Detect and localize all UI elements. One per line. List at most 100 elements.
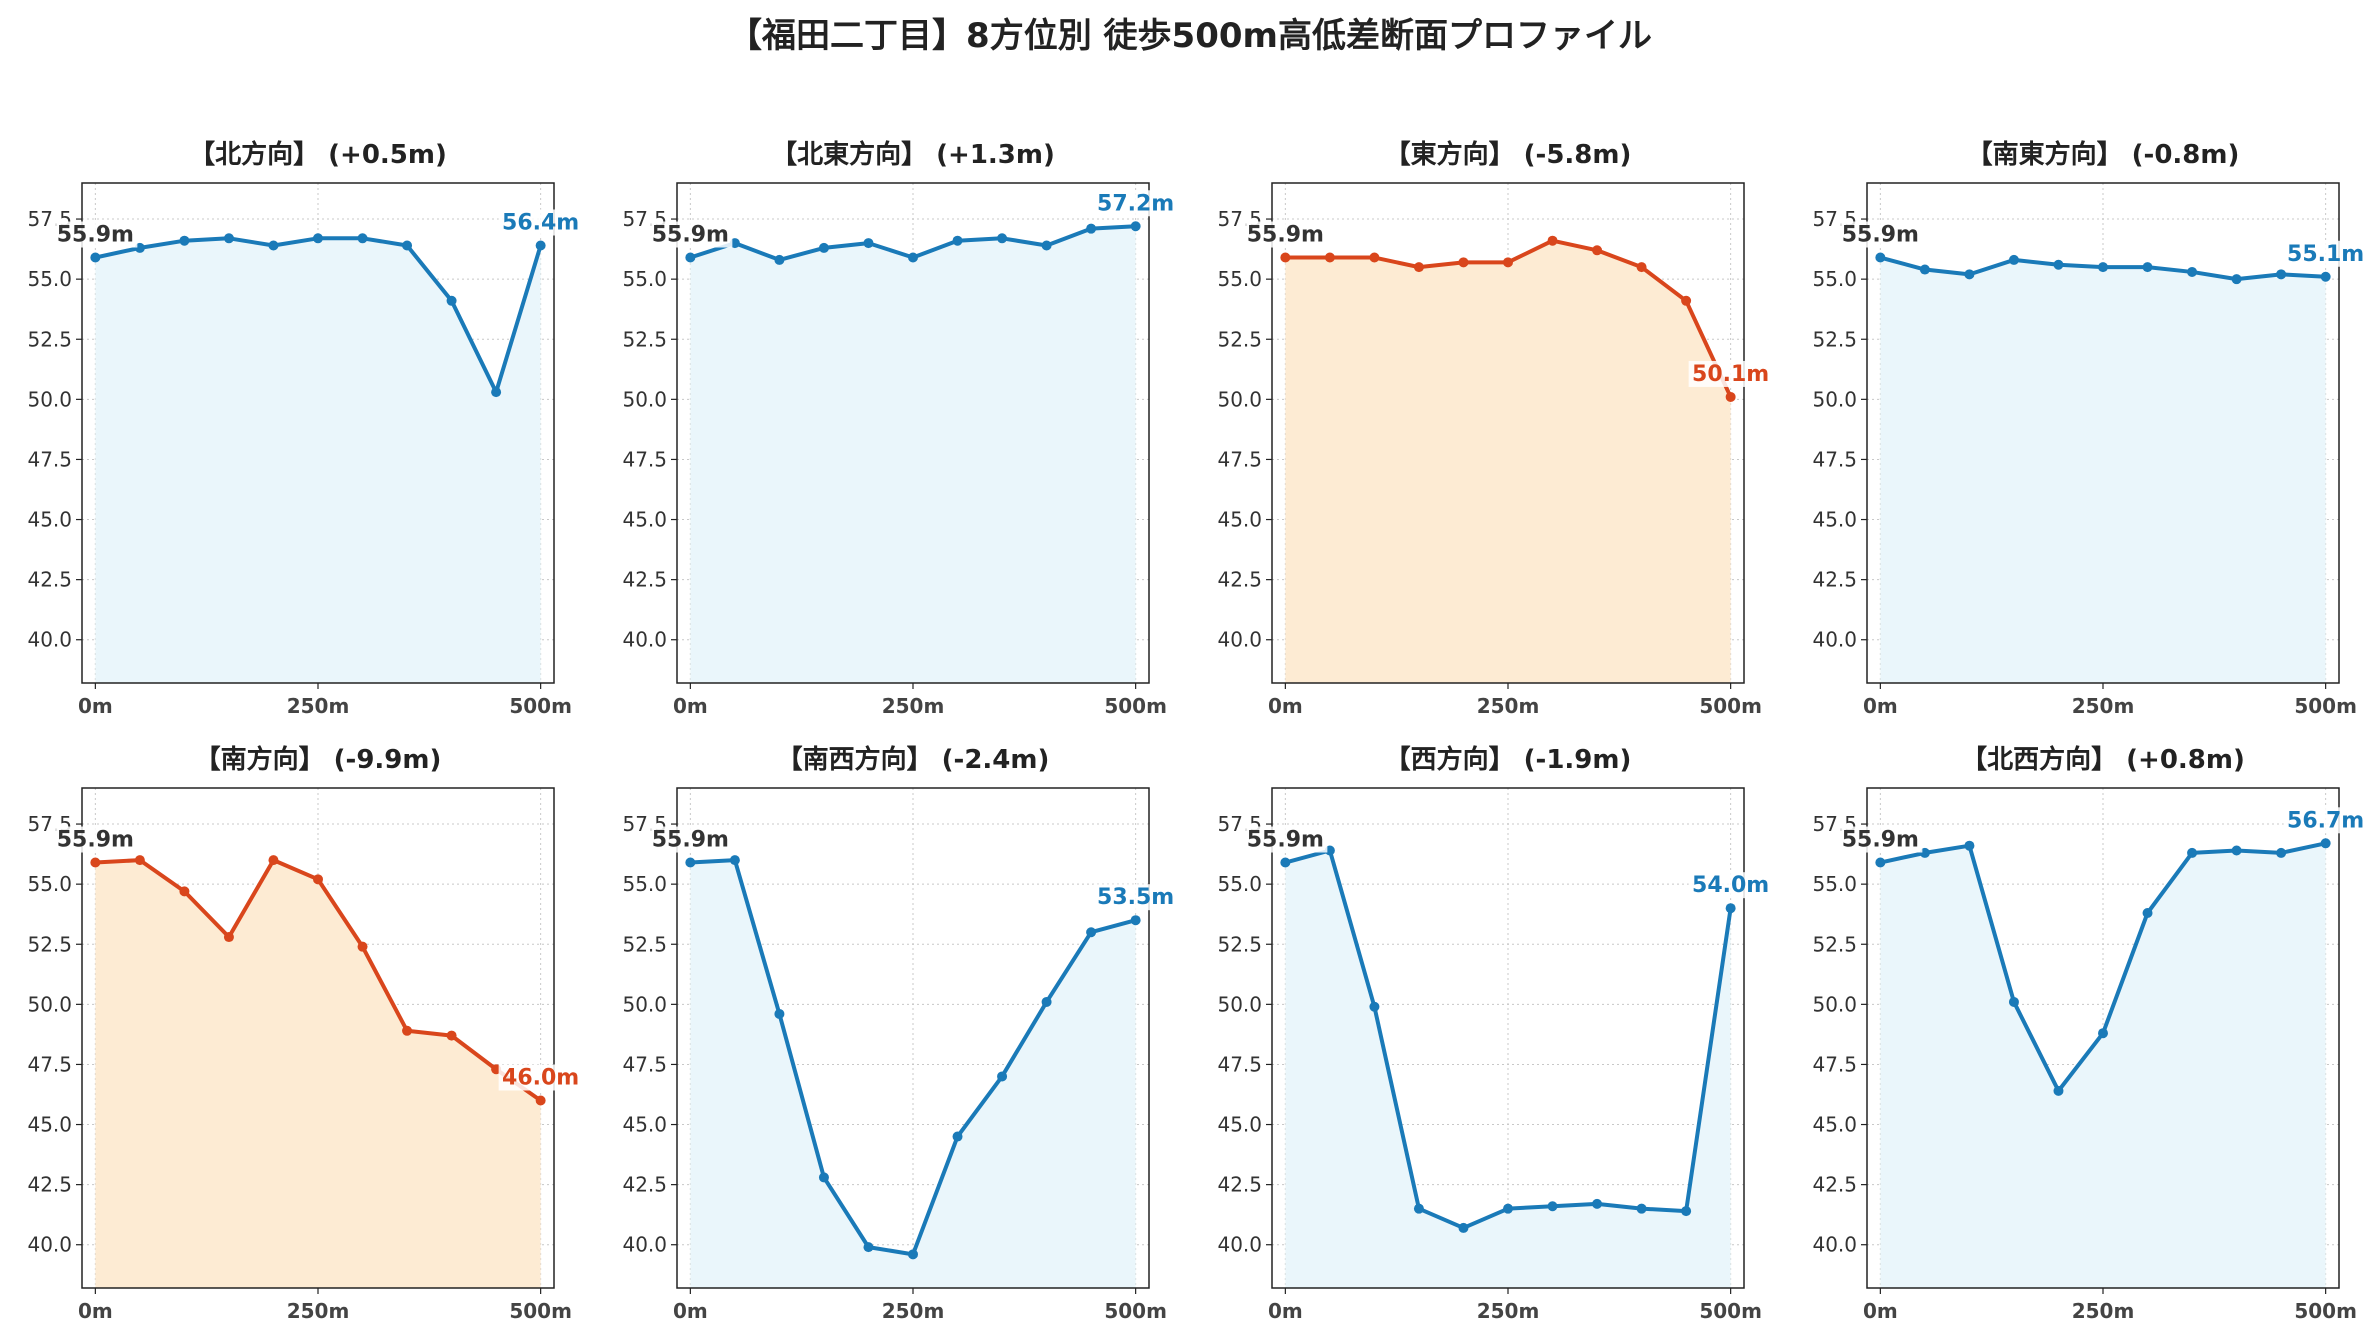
y-tick-label: 42.5 — [622, 1173, 667, 1197]
data-point — [2276, 269, 2287, 280]
data-point — [1041, 996, 1052, 1007]
y-tick-label: 47.5 — [622, 1052, 667, 1076]
area-fill — [95, 860, 541, 1288]
data-point — [2098, 262, 2108, 273]
subplot-7: 【北西方向】 (+0.8m) 40.0 42.5 45.0 47.5 50.0 52.5 55… — [1812, 744, 2368, 1323]
data-point — [952, 1131, 963, 1142]
subplot-title: 【南西方向】 (-2.4m) — [777, 744, 1050, 775]
subplot-title: 【西方向】 (-1.9m) — [1385, 744, 1632, 775]
y-tick-label: 40.0 — [27, 1233, 72, 1257]
data-point — [223, 233, 234, 244]
data-point — [1503, 257, 1513, 268]
y-tick-label: 45.0 — [1217, 508, 1262, 532]
y-tick-label: 42.5 — [1812, 568, 1857, 592]
x-tick-label: 250m — [882, 1299, 945, 1323]
x-tick-label: 500m — [1699, 1299, 1762, 1323]
y-tick-label: 52.5 — [27, 327, 72, 351]
x-tick-label: 250m — [2072, 694, 2135, 718]
y-tick-label: 50.0 — [27, 992, 72, 1016]
start-label-bg — [1243, 826, 1328, 853]
end-label-bg — [2283, 807, 2368, 834]
data-point — [2231, 274, 2242, 285]
data-point — [402, 1025, 413, 1036]
start-label-bg — [1838, 826, 1923, 853]
data-point — [908, 252, 918, 263]
end-label-bg — [498, 209, 583, 236]
data-point — [1458, 1222, 1469, 1233]
end-label-bg — [1093, 884, 1178, 911]
y-tick-label: 42.5 — [622, 568, 667, 592]
data-point — [90, 252, 101, 263]
x-tick-label: 0m — [78, 694, 113, 718]
data-point — [1041, 240, 1052, 251]
data-point — [1280, 857, 1291, 868]
data-point — [491, 1064, 502, 1075]
data-point — [1547, 1201, 1558, 1212]
subplot-title: 【北西方向】 (+0.8m) — [1961, 744, 2245, 775]
x-tick-label: 0m — [1863, 694, 1898, 718]
subplot-2: 【東方向】 (-5.8m) 40.0 42.5 45.0 47.5 50.0 52.5 55.… — [1217, 139, 1773, 718]
data-point — [729, 238, 740, 249]
start-label-bg — [648, 221, 733, 248]
data-point — [268, 855, 279, 866]
y-tick-label: 40.0 — [1217, 1233, 1262, 1257]
data-point — [1458, 257, 1469, 268]
data-point — [1636, 1203, 1647, 1214]
start-label: 55.9m — [1247, 828, 1324, 853]
data-point — [90, 857, 101, 868]
x-tick-label: 250m — [882, 694, 945, 718]
data-point — [2320, 838, 2331, 849]
data-point — [268, 240, 279, 251]
data-point — [997, 1071, 1008, 1082]
area-fill — [1880, 257, 2326, 683]
subplot-title: 【南方向】 (-9.9m) — [195, 744, 442, 775]
x-tick-label: 250m — [1477, 694, 1540, 718]
data-point — [818, 242, 829, 253]
data-point — [908, 1249, 918, 1260]
start-label-bg — [53, 221, 138, 248]
data-point — [402, 240, 413, 251]
data-point — [729, 855, 740, 866]
data-point — [313, 233, 323, 244]
y-tick-label: 55.0 — [622, 872, 667, 896]
data-point — [1324, 252, 1335, 263]
data-point — [2231, 845, 2242, 856]
data-point — [2053, 259, 2064, 270]
x-tick-label: 500m — [1104, 694, 1167, 718]
data-point — [1681, 295, 1692, 306]
y-tick-label: 45.0 — [27, 508, 72, 532]
y-tick-label: 45.0 — [27, 1113, 72, 1137]
start-label-bg — [648, 826, 733, 853]
start-label-bg — [1838, 221, 1923, 248]
end-label-bg — [1093, 190, 1178, 217]
data-point — [1964, 840, 1975, 851]
subplot-title: 【北東方向】 (+1.3m) — [771, 139, 1055, 170]
data-point — [2187, 847, 2198, 858]
subplot-0: 【北方向】 (+0.5m) 40.0 42.5 45.0 47.5 50.0 52.5 55.… — [27, 139, 583, 718]
start-label: 55.9m — [57, 828, 134, 853]
area-fill — [1880, 843, 2326, 1288]
y-tick-label: 55.0 — [1812, 267, 1857, 291]
y-tick-label: 55.0 — [1217, 267, 1262, 291]
y-tick-label: 55.0 — [1812, 872, 1857, 896]
y-tick-label: 52.5 — [622, 932, 667, 956]
data-point — [2187, 266, 2198, 277]
y-tick-label: 52.5 — [27, 932, 72, 956]
data-point — [223, 932, 234, 943]
y-tick-label: 47.5 — [27, 447, 72, 471]
data-point — [2320, 271, 2331, 282]
y-tick-label: 52.5 — [1812, 932, 1857, 956]
x-tick-label: 0m — [1863, 1299, 1898, 1323]
area-fill — [95, 238, 541, 684]
data-point — [952, 235, 963, 246]
data-point — [1919, 264, 1930, 275]
area-fill — [690, 226, 1136, 683]
data-point — [1875, 252, 1886, 263]
data-point — [1280, 252, 1291, 263]
y-tick-label: 40.0 — [27, 628, 72, 652]
data-point — [774, 254, 785, 265]
data-point — [535, 1095, 546, 1106]
y-tick-label: 47.5 — [1812, 447, 1857, 471]
end-label: 56.4m — [502, 211, 579, 236]
